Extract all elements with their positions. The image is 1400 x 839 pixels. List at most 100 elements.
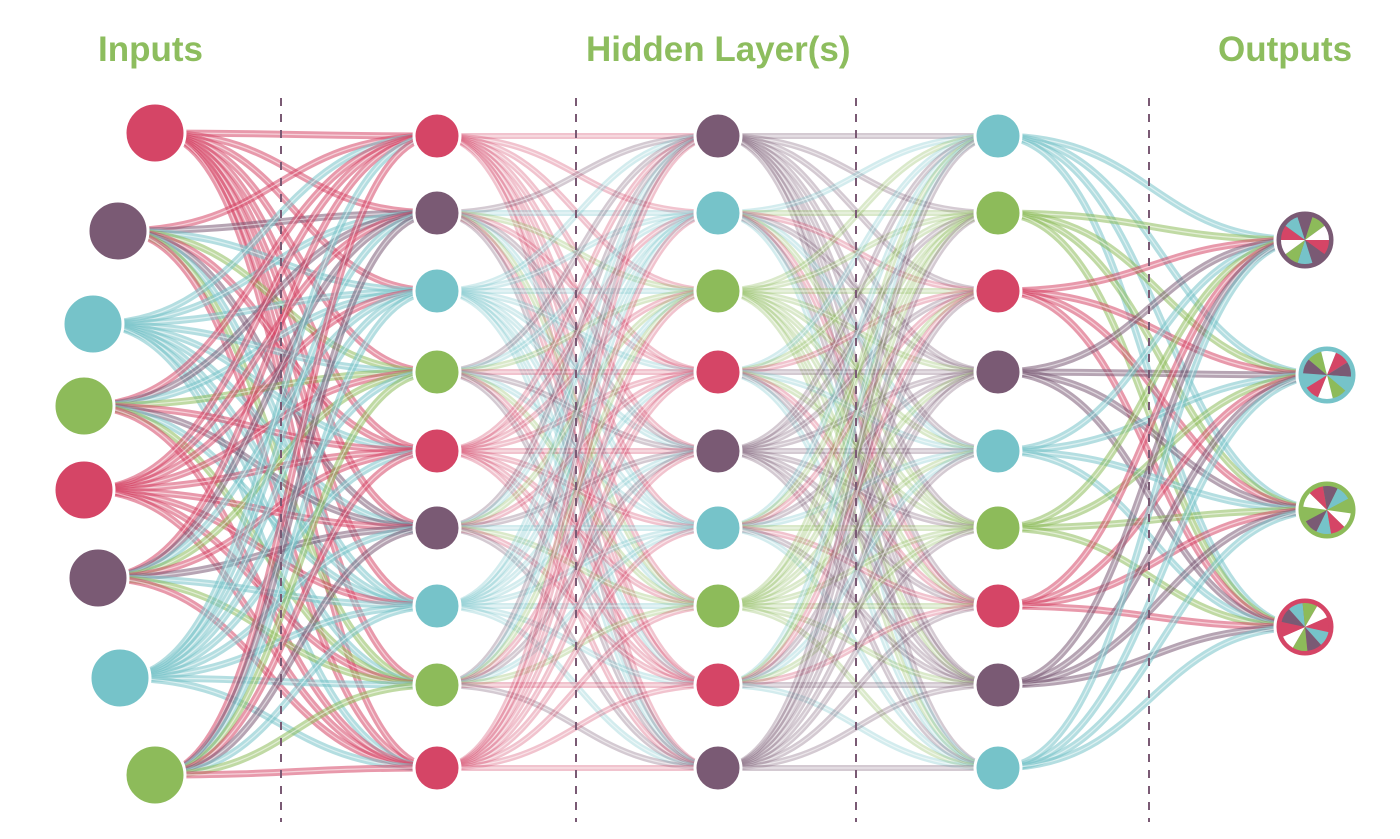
connection-highlight — [717, 135, 999, 292]
input-node — [123, 101, 187, 165]
connection-highlight — [997, 239, 1306, 292]
output-node-wedge — [1289, 603, 1305, 627]
connection-highlight — [436, 212, 719, 292]
connection-highlight — [154, 132, 438, 292]
connection-highlight — [997, 527, 1306, 628]
input-layer — [52, 101, 187, 807]
connection-highlight — [717, 290, 999, 686]
hidden-node-circle — [973, 660, 1023, 710]
hidden-node — [973, 188, 1023, 238]
output-node-wedge — [1281, 609, 1305, 627]
connection-highlight — [997, 135, 1328, 511]
connection-highlight — [154, 684, 438, 776]
connection-highlight — [717, 527, 999, 769]
output-node-wedge — [1327, 510, 1351, 527]
input-node — [61, 292, 125, 356]
connection-highlight — [83, 489, 438, 529]
hidden-node — [973, 743, 1023, 793]
connection-highlight — [717, 527, 999, 686]
connection-highlight — [717, 135, 999, 769]
connection-highlight — [997, 374, 1328, 452]
hidden-node-circle — [412, 111, 462, 161]
connection-highlight — [83, 135, 438, 491]
connection-highlight — [997, 212, 1306, 241]
input-node-circle — [52, 458, 116, 522]
output-node-wedge — [1281, 240, 1305, 255]
connection-highlight — [154, 767, 438, 776]
connection-highlight — [717, 290, 999, 769]
output-node-wedge — [1305, 606, 1327, 627]
connection-highlight — [717, 684, 999, 769]
output-node-wedge — [1285, 240, 1305, 263]
output-node-wedge — [1308, 351, 1327, 375]
output-node-wedge — [1302, 603, 1318, 627]
hidden-node — [693, 743, 743, 793]
hidden-node-circle — [693, 503, 743, 553]
connection-highlight — [717, 135, 999, 686]
output-node-wedge — [1305, 240, 1329, 255]
connection-highlight — [997, 371, 1328, 376]
hidden-node — [693, 347, 743, 397]
hidden-node-circle — [693, 266, 743, 316]
hidden-node — [412, 581, 462, 631]
connections-hidden-layer-1 — [434, 132, 721, 772]
connection-highlight — [436, 135, 719, 292]
connections-hidden-layer-3 — [994, 132, 1331, 772]
connection-highlight — [717, 450, 999, 769]
hidden-node — [973, 660, 1023, 710]
connections — [80, 129, 1331, 779]
connection-highlight — [997, 135, 1328, 376]
hidden-node — [973, 581, 1023, 631]
connection-highlight — [436, 135, 719, 686]
output-node-wedge — [1281, 225, 1305, 240]
connection-highlight — [154, 450, 438, 776]
connection-highlight — [997, 374, 1328, 607]
connection-highlight — [717, 605, 999, 769]
connection-highlight — [436, 135, 719, 607]
hidden-node — [412, 188, 462, 238]
connection-highlight — [436, 450, 719, 769]
output-node — [1295, 478, 1359, 542]
hidden-node-circle — [412, 660, 462, 710]
hidden-node — [693, 581, 743, 631]
output-node-wedge — [1306, 375, 1327, 398]
connection-highlight — [117, 212, 438, 232]
hidden-node-circle — [973, 188, 1023, 238]
hidden-node-circle — [412, 581, 462, 631]
output-node-wedge — [1322, 486, 1338, 510]
input-node-circle — [123, 743, 187, 807]
input-node-circle — [86, 199, 150, 263]
hidden-node-circle — [973, 111, 1023, 161]
output-node-wedge — [1297, 240, 1313, 264]
connection-highlight — [997, 374, 1328, 529]
connection-highlight — [997, 239, 1306, 373]
hidden-node-circle — [412, 743, 462, 793]
connection-highlight — [436, 371, 719, 769]
output-node-wedge — [1303, 493, 1327, 510]
input-node-circle — [61, 292, 125, 356]
output-node-wedge — [1305, 510, 1327, 532]
input-node — [88, 646, 152, 710]
hidden-node — [412, 266, 462, 316]
output-node — [1295, 343, 1359, 407]
hidden-node-circle — [973, 503, 1023, 553]
input-node-circle — [52, 374, 116, 438]
connection-highlight — [717, 450, 999, 686]
output-node-wedge — [1309, 486, 1327, 510]
output-node-wedge — [1292, 627, 1308, 651]
output-node-wedge — [1327, 362, 1351, 377]
hidden-node — [693, 660, 743, 710]
connection-highlight — [83, 212, 438, 491]
hidden-node-circle — [693, 347, 743, 397]
connection-highlight — [997, 605, 1306, 628]
output-node-wedge — [1316, 510, 1332, 534]
connection-highlight — [997, 450, 1306, 628]
connection-highlight — [83, 290, 438, 491]
connection-highlight — [997, 509, 1328, 769]
hidden-node-circle — [693, 743, 743, 793]
hidden-node-circle — [693, 660, 743, 710]
output-node-wedge — [1281, 621, 1305, 637]
connection-highlight — [997, 135, 1306, 241]
